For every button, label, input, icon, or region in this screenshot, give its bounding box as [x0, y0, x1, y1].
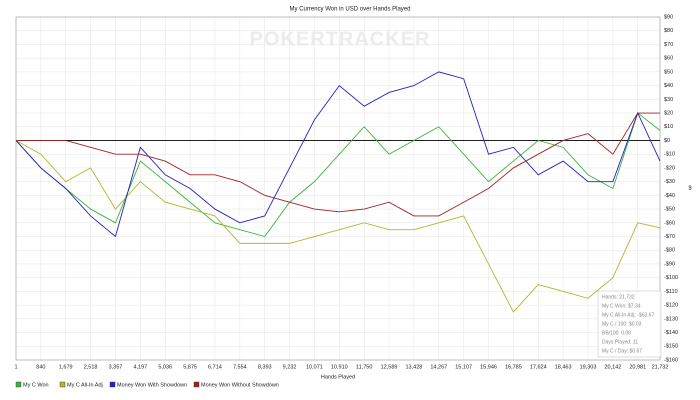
y-tick-label: -$160: [664, 357, 678, 363]
y-tick-label: -$90: [664, 261, 675, 267]
x-tick-label: 9,232: [283, 364, 297, 370]
tooltip-line: My C All-In Adj: -$63.67: [602, 312, 654, 318]
x-tick-label: 14,267: [430, 364, 447, 370]
y-axis-label: $: [688, 185, 691, 191]
y-tick-label: -$140: [664, 330, 678, 336]
x-tick-label: 7,554: [233, 364, 247, 370]
y-tick-label: $30: [664, 97, 673, 103]
tooltip-line: My C Won: $7.34: [602, 303, 641, 309]
x-tick-label: 10,910: [331, 364, 348, 370]
x-tick-label: 20,981: [629, 364, 646, 370]
y-tick-label: -$150: [664, 344, 678, 350]
y-tick-label: $0: [664, 138, 670, 144]
y-tick-label: $20: [664, 110, 673, 116]
x-axis-label: Hands Played: [321, 374, 355, 380]
y-tick-label: -$80: [664, 248, 675, 254]
tooltip-line: Days Played: 11: [602, 339, 638, 345]
legend-swatch: [109, 381, 116, 388]
x-tick-label: 19,303: [580, 364, 597, 370]
x-tick-label: 17,624: [530, 364, 547, 370]
legend-swatch: [59, 381, 66, 388]
y-tick-label: -$40: [664, 193, 675, 199]
y-tick-label: -$70: [664, 234, 675, 240]
legend-swatch: [15, 381, 22, 388]
series-line: [16, 112, 660, 217]
tooltip-line: My C / 100: $0.03: [602, 321, 642, 327]
y-tick-label: -$30: [664, 179, 675, 185]
legend-swatch: [193, 381, 200, 388]
x-tick-label: 1,679: [59, 364, 73, 370]
x-tick-label: 16,785: [505, 364, 522, 370]
y-tick-label: $80: [664, 28, 673, 34]
chart-title: My Currency Won in USD over Hands Played: [290, 7, 411, 13]
x-tick-label: 12,589: [381, 364, 398, 370]
y-tick-label: $70: [664, 42, 673, 48]
y-tick-label: -$20: [664, 165, 675, 171]
x-tick-label: 10,071: [306, 364, 323, 370]
x-tick-label: 5,875: [183, 364, 197, 370]
x-tick-label: 15,946: [480, 364, 497, 370]
x-tick-label: 2,518: [84, 364, 98, 370]
y-tick-label: -$110: [664, 289, 678, 295]
tooltip-line: Hands: 21,732: [602, 294, 635, 300]
y-tick-label: -$60: [664, 220, 675, 226]
x-tick-label: 6,714: [208, 364, 222, 370]
y-tick-label: -$130: [664, 316, 678, 322]
legend-label: Money Won Without Showdown: [201, 382, 279, 388]
x-tick-label: 8,393: [258, 364, 272, 370]
y-tick-label: $90: [664, 14, 673, 20]
legend-label: My C All-In Adj: [67, 382, 103, 388]
x-tick-label: 15,107: [455, 364, 472, 370]
y-tick-label: $10: [664, 124, 673, 130]
y-tick-label: -$50: [664, 207, 675, 213]
x-tick-label: 13,428: [405, 364, 422, 370]
x-tick-label: 18,463: [555, 364, 572, 370]
x-tick-label: 3,357: [109, 364, 123, 370]
x-tick-label: 11,750: [356, 364, 372, 370]
x-tick-label: 1: [14, 364, 17, 370]
tooltip-box: [597, 290, 662, 358]
x-tick-label: 21,732: [652, 364, 669, 370]
tooltip: Hands: 21,732 My C Won: $7.34 My C All-In …: [597, 290, 662, 358]
plot-frame: [15, 16, 661, 361]
x-tick-label: 5,036: [158, 364, 172, 370]
tooltip-line: My C / Day: $0.67: [602, 348, 642, 354]
y-tick-label: -$10: [664, 152, 675, 158]
tooltip-line: BB/100: 0.08: [602, 330, 631, 336]
y-tick-label: -$100: [664, 275, 678, 281]
legend-label: Money Won With Showdown: [117, 382, 187, 388]
series-line: [15, 71, 661, 238]
watermark: POKERTRACKER: [250, 28, 431, 50]
x-tick-label: 840: [36, 364, 45, 370]
x-tick-label: 4,197: [133, 364, 147, 370]
x-tick-label: 20,142: [604, 364, 621, 370]
series-line: [15, 140, 661, 313]
y-tick-label: $40: [664, 83, 673, 89]
y-tick-label: $50: [664, 69, 673, 75]
legend-label: My C Won: [23, 382, 49, 388]
y-tick-label: -$120: [664, 303, 678, 309]
y-tick-label: $60: [664, 56, 673, 62]
